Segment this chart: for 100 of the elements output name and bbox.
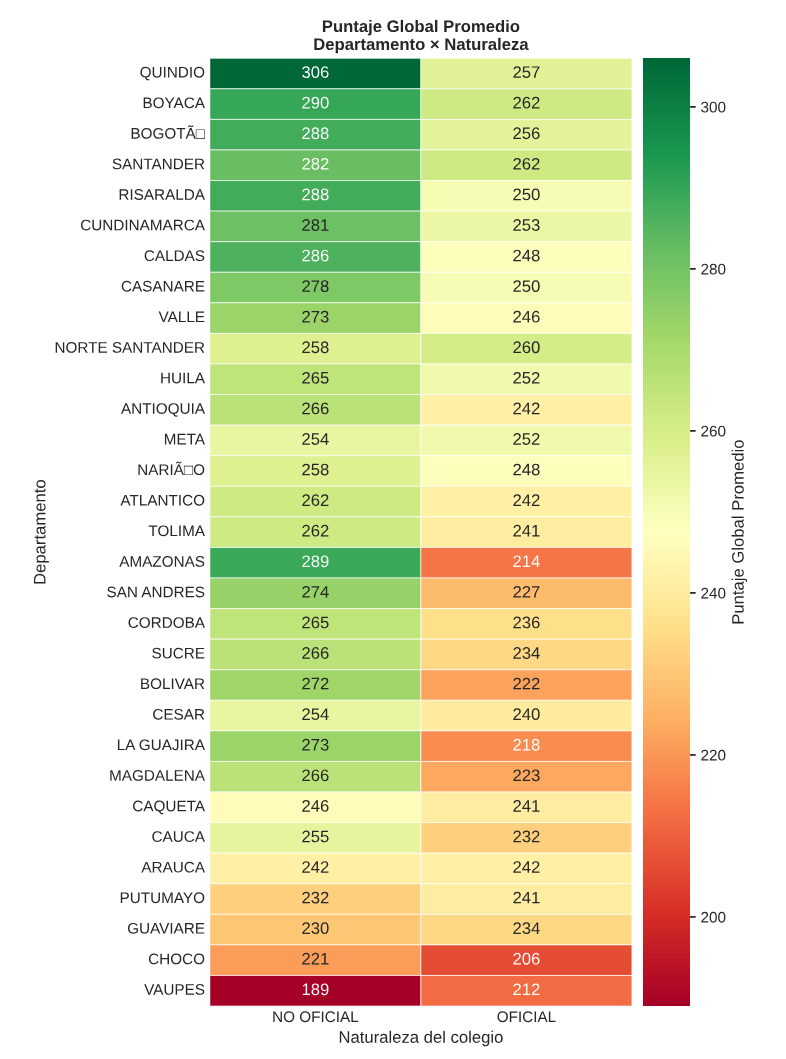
data-label: 242 <box>302 861 329 873</box>
color-bar-label: 300 <box>701 101 726 113</box>
y-tick-label: BOGOTÃ□ <box>131 125 205 139</box>
color-bar-label: 200 <box>701 911 726 923</box>
data-label: 214 <box>513 555 540 568</box>
y-tick-label: MAGDALENA <box>110 770 205 781</box>
data-label: 289 <box>302 555 329 568</box>
data-label: 281 <box>302 219 329 231</box>
data-label: 278 <box>302 280 329 293</box>
y-tick-label: CAUCA <box>152 831 205 842</box>
y-tick-label: NARIÃ□O <box>138 461 205 476</box>
color-bar-label: 240 <box>701 587 726 599</box>
data-label: 260 <box>513 341 540 354</box>
color-bar-title: Puntaje Global Promedio <box>731 440 748 624</box>
data-label: 222 <box>513 677 540 690</box>
data-label: 273 <box>302 310 329 323</box>
data-label: 189 <box>302 983 329 996</box>
data-label: 250 <box>513 188 540 201</box>
data-label: 262 <box>302 494 329 507</box>
y-tick-label: QUINDIO <box>140 66 205 81</box>
y-tick-label: PUTUMAYO <box>120 892 205 904</box>
data-label: 221 <box>302 952 329 965</box>
data-label: 256 <box>513 127 540 140</box>
y-tick-label: SANTANDER <box>112 158 205 170</box>
y-tick-label: TOLIMA <box>148 525 205 537</box>
data-label: 288 <box>302 127 329 140</box>
y-axis-title: Departamento <box>33 480 49 584</box>
y-tick-label: VALLE <box>158 311 205 323</box>
data-label: 286 <box>302 249 329 262</box>
data-label: 262 <box>302 524 329 537</box>
data-label: 266 <box>302 402 329 415</box>
color-bar-label: 280 <box>701 263 726 275</box>
data-label: 253 <box>513 219 540 231</box>
y-tick-label: CORDOBA <box>128 617 205 628</box>
data-label: 306 <box>302 66 329 79</box>
data-label: 246 <box>513 310 540 323</box>
data-label: 242 <box>513 494 540 506</box>
data-label: 250 <box>513 280 540 293</box>
data-label: 274 <box>302 585 329 598</box>
data-label: 254 <box>302 433 329 445</box>
data-label: 223 <box>513 769 540 782</box>
y-tick-label: CAQUETA <box>133 800 205 815</box>
chart-title: Puntaje Global Promedio Departamento × Naturaleza <box>314 19 529 54</box>
y-tick-label: ARAUCA <box>141 861 205 873</box>
color-bar-label: 220 <box>701 749 726 761</box>
data-label: 257 <box>513 66 540 79</box>
y-tick-label: SUCRE <box>152 647 205 659</box>
data-label: 272 <box>302 677 329 690</box>
y-tick-label: AMAZONAS <box>119 556 205 567</box>
y-tick-label: HUILA <box>161 372 205 384</box>
data-label: 255 <box>302 830 329 843</box>
y-tick-label: NORTE SANTANDER <box>55 341 205 353</box>
data-label: 212 <box>513 983 540 996</box>
data-label: 236 <box>513 616 540 629</box>
y-tick-label: BOLIVAR <box>141 678 205 690</box>
data-label: 248 <box>513 463 540 476</box>
data-label: 240 <box>513 708 540 721</box>
y-tick-label: CUNDINAMARCA <box>81 219 205 231</box>
y-tick-label: RISARALDA <box>119 189 205 200</box>
y-tick-label: SAN ANDRES <box>107 586 205 598</box>
data-label: 232 <box>513 830 540 843</box>
data-label: 254 <box>302 708 329 721</box>
data-label: 262 <box>513 96 540 109</box>
y-tick-label: CESAR <box>153 708 205 720</box>
data-label: 241 <box>513 799 540 812</box>
y-tick-label: CASANARE <box>121 280 205 292</box>
data-label: 258 <box>302 341 329 354</box>
data-label: 230 <box>302 922 329 935</box>
color-bar-label: 260 <box>701 425 726 437</box>
data-label: 266 <box>302 769 329 782</box>
y-tick-label: CHOCO <box>148 953 205 965</box>
data-label: 218 <box>513 738 540 751</box>
y-tick-label: CALDAS <box>144 250 205 262</box>
data-label: 241 <box>513 524 540 537</box>
data-label: 234 <box>513 922 540 935</box>
x-axis-title: Naturaleza del colegio <box>339 1030 503 1047</box>
data-label: 258 <box>302 463 329 476</box>
data-label: 242 <box>513 402 540 415</box>
data-label: 248 <box>513 249 540 262</box>
y-tick-label: META <box>164 433 205 445</box>
data-label: 232 <box>302 891 329 904</box>
y-tick-label: GUAVIARE <box>127 922 205 934</box>
data-label: 282 <box>302 157 329 170</box>
data-label: 262 <box>513 157 540 170</box>
data-label: 265 <box>302 616 329 629</box>
y-tick-label: LA GUAJIRA <box>117 739 205 751</box>
y-tick-label: BOYACA <box>143 97 205 109</box>
data-label: 246 <box>302 799 329 812</box>
y-tick-label: VAUPES <box>144 984 205 995</box>
y-tick-label: ATLANTICO <box>120 494 205 506</box>
data-label: 241 <box>513 891 540 904</box>
data-label: 252 <box>513 371 540 384</box>
x-tick-label: OFICIAL <box>497 1011 556 1023</box>
data-label: 266 <box>302 647 329 659</box>
data-label: 242 <box>513 861 540 873</box>
data-label: 273 <box>302 738 329 751</box>
data-label: 290 <box>302 96 329 109</box>
data-label: 206 <box>513 952 540 965</box>
data-label: 227 <box>513 585 540 598</box>
data-label: 265 <box>302 371 329 384</box>
